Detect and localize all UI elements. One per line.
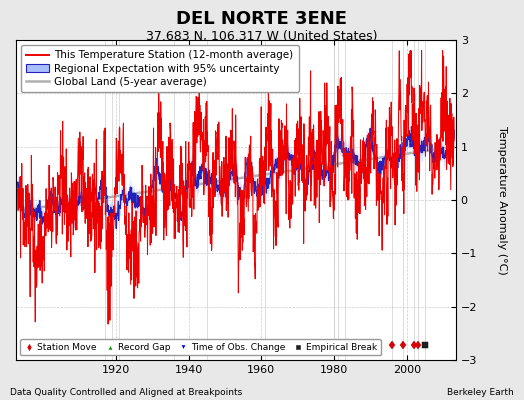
Legend: Station Move, Record Gap, Time of Obs. Change, Empirical Break: Station Move, Record Gap, Time of Obs. C… xyxy=(20,339,381,356)
Text: 37.683 N, 106.317 W (United States): 37.683 N, 106.317 W (United States) xyxy=(146,30,378,43)
Text: Data Quality Controlled and Aligned at Breakpoints: Data Quality Controlled and Aligned at B… xyxy=(10,388,243,397)
Text: Berkeley Earth: Berkeley Earth xyxy=(447,388,514,397)
Y-axis label: Temperature Anomaly (°C): Temperature Anomaly (°C) xyxy=(497,126,507,274)
Text: DEL NORTE 3ENE: DEL NORTE 3ENE xyxy=(177,10,347,28)
